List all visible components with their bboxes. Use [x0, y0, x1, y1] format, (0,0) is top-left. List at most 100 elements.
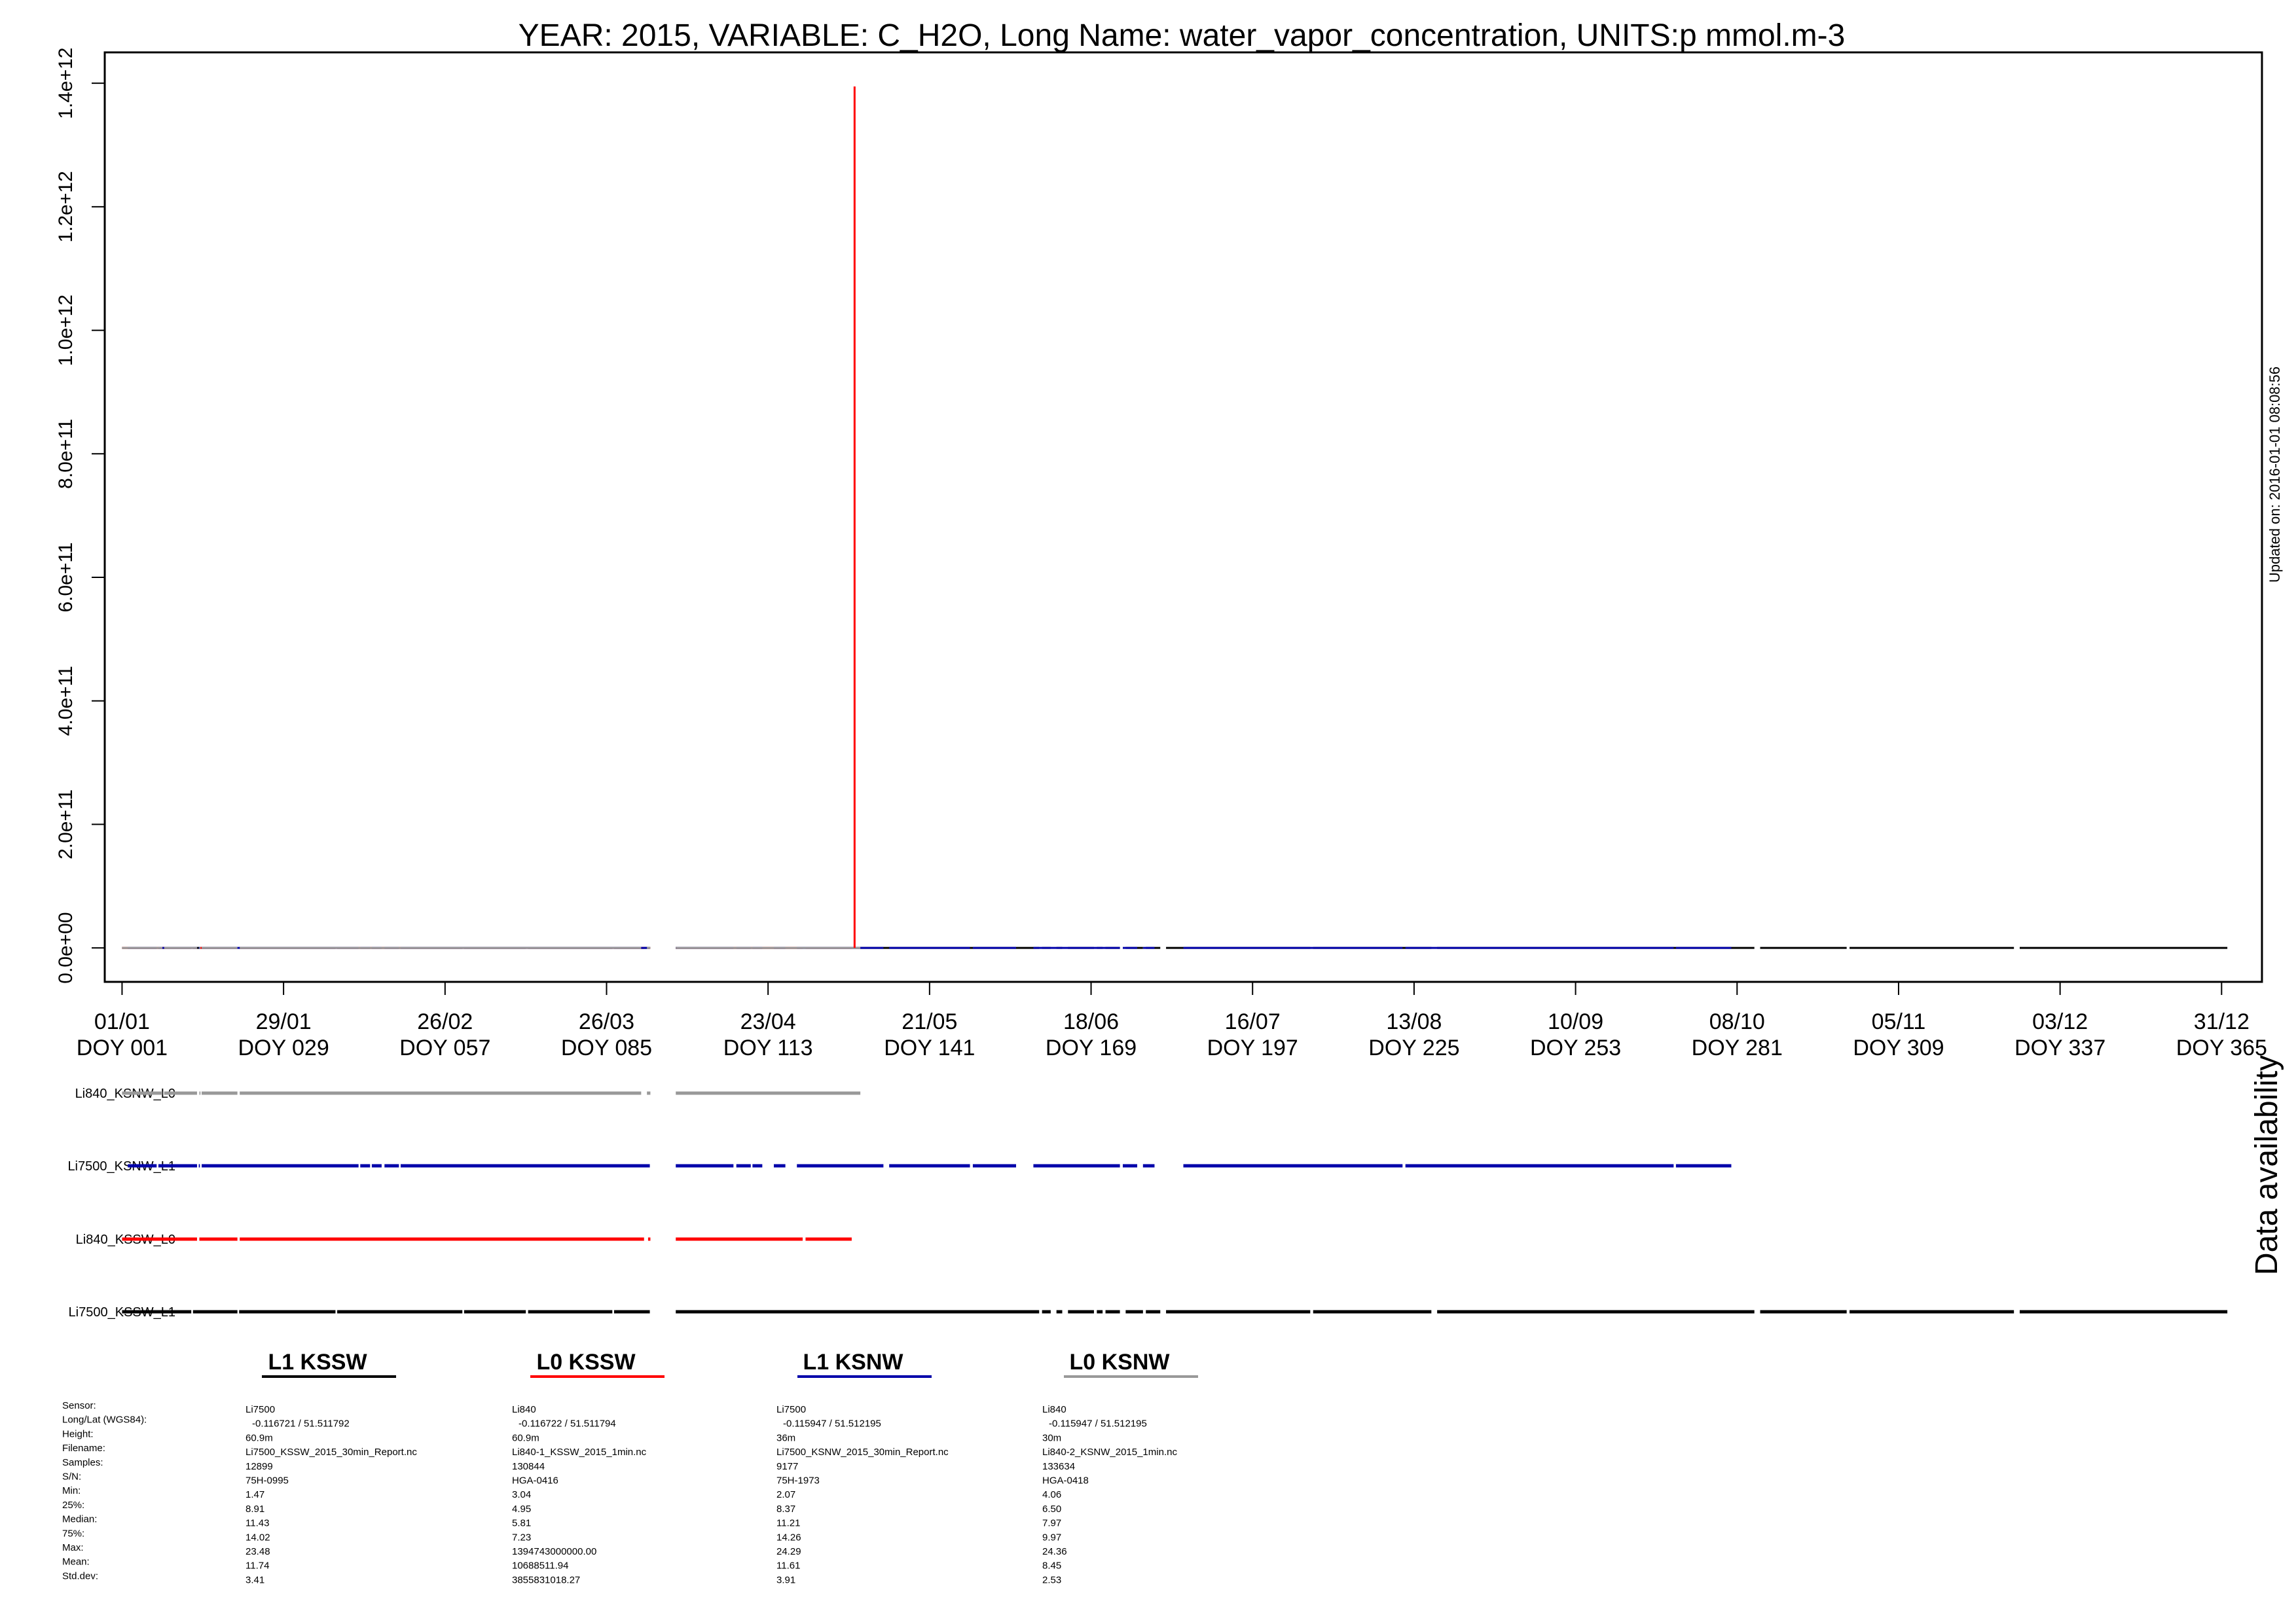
info-cell: 60.9m	[512, 1432, 539, 1443]
chart-title: YEAR: 2015, VARIABLE: C_H2O, Long Name: …	[519, 18, 1846, 53]
x-tick-date-label: 03/12	[2032, 1009, 2088, 1034]
info-row-label: 75%:	[62, 1528, 84, 1539]
info-cell: 14.26	[776, 1532, 801, 1543]
y-tick-label: 6.0e+11	[55, 542, 77, 612]
x-tick-doy-label: DOY 029	[238, 1036, 329, 1060]
info-cell: 3.91	[776, 1574, 795, 1585]
x-tick-date-label: 01/01	[94, 1009, 150, 1034]
x-tick-date-label: 21/05	[902, 1009, 957, 1034]
x-tick-date-label: 18/06	[1063, 1009, 1119, 1034]
info-cell: 24.29	[776, 1546, 801, 1557]
info-cell: 2.07	[776, 1489, 795, 1500]
info-cell: 3.04	[512, 1489, 531, 1500]
x-tick-doy-label: DOY 365	[2176, 1036, 2267, 1060]
info-row-label: Mean:	[62, 1557, 90, 1568]
info-cell: 4.06	[1042, 1489, 1061, 1500]
info-cell: 10688511.94	[512, 1561, 568, 1572]
info-row-label: S/N:	[62, 1471, 81, 1483]
plot-frame	[103, 51, 2263, 983]
y-tick-label: 0.0e+00	[55, 912, 77, 983]
plot-series-group	[122, 86, 2228, 949]
info-cell: 14.02	[246, 1532, 270, 1543]
x-tick-date-label: 10/09	[1548, 1009, 1603, 1034]
info-cell: Li7500	[776, 1404, 806, 1415]
y-tick-label: 4.0e+11	[55, 666, 77, 736]
info-cell: 3.41	[246, 1574, 264, 1585]
info-cell: -0.116722 / 51.511794	[519, 1418, 616, 1430]
info-cell: 133634	[1042, 1461, 1075, 1472]
info-row-label: Height:	[62, 1428, 94, 1439]
x-tick-date-label: 16/07	[1225, 1009, 1281, 1034]
info-cell: 11.21	[776, 1518, 800, 1529]
availability-row-label: Li7500_KSNW_L1	[67, 1159, 175, 1174]
info-row-label: Max:	[62, 1542, 84, 1553]
info-cell: 7.97	[1042, 1518, 1061, 1529]
info-cell: -0.116721 / 51.511792	[252, 1418, 350, 1430]
data-availability-panel: Li840_KSNW_L0Li7500_KSNW_L1Li840_KSSW_L0…	[67, 1087, 2228, 1320]
updated-timestamp: Updated on: 2016-01-01 08:08:56	[2267, 367, 2283, 583]
info-cell: 24.36	[1042, 1546, 1067, 1557]
x-tick-doy-label: DOY 057	[399, 1036, 490, 1060]
info-cell: 30m	[1042, 1432, 1061, 1443]
x-tick-date-label: 31/12	[2194, 1009, 2250, 1034]
y-axis: 0.0e+00 2.0e+11 4.0e+11 6.0e+11 8.0e+11 1.0e+…	[55, 48, 105, 984]
info-row-label: Median:	[62, 1514, 97, 1525]
x-tick-doy-label: DOY 281	[1692, 1036, 1783, 1060]
x-tick-date-label: 08/10	[1709, 1009, 1765, 1034]
x-tick-doy-label: DOY 085	[561, 1036, 652, 1060]
info-cell: 7.23	[512, 1532, 531, 1543]
x-tick-doy-label: DOY 197	[1207, 1036, 1298, 1060]
x-tick-doy-label: DOY 309	[1853, 1036, 1944, 1060]
legend-title: L1 KSSW	[268, 1350, 367, 1375]
info-cell: Li7500_KSSW_2015_30min_Report.nc	[246, 1447, 417, 1458]
info-cell: -0.115947 / 51.512195	[783, 1418, 881, 1430]
info-cell: 1394743000000.00	[512, 1546, 596, 1557]
info-cell: 6.50	[1042, 1504, 1061, 1515]
x-tick-date-label: 26/03	[579, 1009, 634, 1034]
legend-title: L0 KSSW	[536, 1350, 636, 1375]
x-tick-doy-label: DOY 225	[1368, 1036, 1459, 1060]
info-cell: 5.81	[512, 1518, 531, 1529]
info-cell: Li7500	[246, 1404, 275, 1415]
info-cell: 2.53	[1042, 1574, 1061, 1585]
info-row-label: Min:	[62, 1485, 81, 1496]
legend-title: L1 KSNW	[803, 1350, 904, 1375]
info-row-label: 25%:	[62, 1500, 84, 1511]
info-cell: 130844	[512, 1461, 545, 1472]
info-cell: Li840	[1042, 1404, 1066, 1415]
info-row-label: Samples:	[62, 1457, 103, 1468]
info-row-label: Std.dev:	[62, 1570, 98, 1581]
info-cell: 1.47	[246, 1489, 264, 1500]
info-cell: -0.115947 / 51.512195	[1049, 1418, 1147, 1430]
y-tick-label: 8.0e+11	[55, 419, 77, 489]
info-cell: Li840-2_KSNW_2015_1min.nc	[1042, 1447, 1177, 1458]
legend-title: L0 KSNW	[1070, 1350, 1171, 1375]
info-row-label: Long/Lat (WGS84):	[62, 1415, 147, 1426]
info-cell: 11.61	[776, 1561, 800, 1572]
info-cell: 9.97	[1042, 1532, 1061, 1543]
x-tick-date-label: 29/01	[256, 1009, 312, 1034]
info-cell: 75H-0995	[246, 1475, 289, 1487]
info-cell: 23.48	[246, 1546, 270, 1557]
x-tick-doy-label: DOY 113	[723, 1036, 813, 1060]
x-tick-doy-label: DOY 001	[77, 1036, 168, 1060]
info-cell: 9177	[776, 1461, 798, 1472]
info-row-label: Sensor:	[62, 1400, 96, 1411]
data-availability-label: Data availability	[2250, 1055, 2284, 1275]
sensor-info-table: Sensor: Long/Lat (WGS84): Height: Filename:…	[62, 1400, 1177, 1585]
legend: L1 KSSW L0 KSSW L1 KSNW L0 KSNW	[262, 1350, 1198, 1378]
info-cell: 4.95	[512, 1504, 531, 1515]
info-cell: 8.45	[1042, 1561, 1061, 1572]
x-tick-doy-label: DOY 169	[1046, 1036, 1137, 1060]
x-tick-date-label: 26/02	[417, 1009, 473, 1034]
info-cell: HGA-0416	[512, 1475, 558, 1487]
info-cell: 36m	[776, 1432, 795, 1443]
x-tick-doy-label: DOY 337	[2014, 1036, 2105, 1060]
info-cell: Li840	[512, 1404, 536, 1415]
x-tick-date-label: 23/04	[740, 1009, 796, 1034]
info-cell: Li840-1_KSSW_2015_1min.nc	[512, 1447, 647, 1458]
info-row-label: Filename:	[62, 1443, 105, 1454]
availability-row-label: Li7500_KSSW_L1	[69, 1305, 175, 1320]
